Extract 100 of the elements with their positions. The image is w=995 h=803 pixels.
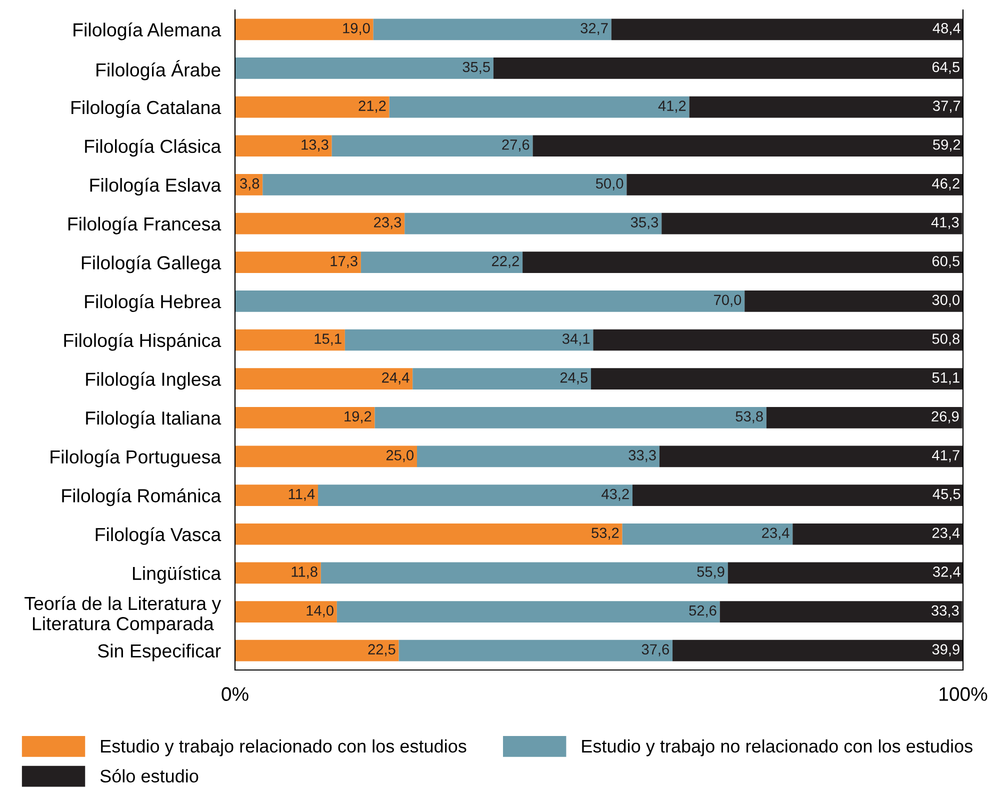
bar: [235, 406, 375, 428]
data-label: 55,9: [697, 566, 724, 579]
bar: [417, 446, 660, 468]
bar: [374, 406, 766, 428]
bar: [373, 18, 612, 40]
data-label: 24,5: [560, 372, 588, 384]
bar: [235, 18, 374, 40]
bar: [235, 484, 318, 506]
bar: [235, 96, 390, 118]
bar: [360, 252, 523, 274]
data-label: 32,4: [932, 566, 960, 579]
bar: [235, 523, 622, 545]
bar: [235, 562, 321, 584]
bar: [389, 96, 690, 118]
data-label: 45,5: [932, 489, 960, 501]
data-label: 22,2: [492, 256, 519, 268]
y-tick-label: Filología Gallega: [82, 255, 222, 274]
data-label: 21,2: [358, 100, 386, 113]
data-label: 41,7: [932, 450, 960, 462]
data-label: 22,5: [368, 644, 396, 656]
bar: [235, 212, 405, 234]
bar: [766, 406, 962, 428]
data-label: 52,6: [689, 605, 716, 618]
bar: [235, 446, 417, 468]
data-label: 23,4: [932, 528, 960, 540]
data-label: 26,9: [932, 411, 959, 424]
data-label: 50,8: [932, 334, 960, 346]
data-label: 46,2: [932, 178, 960, 190]
legend-label: Estudio y trabajo relacionado con los estudios: [101, 739, 466, 756]
bar: [622, 523, 793, 545]
data-label: 53,8: [736, 411, 763, 424]
bar: [792, 523, 963, 545]
legend-label: Estudio y trabajo no relacionado con los estudios: [582, 739, 972, 756]
data-label: 51,1: [932, 372, 960, 384]
bar: [728, 562, 963, 584]
bar: [235, 58, 494, 79]
bar: [398, 640, 673, 662]
data-label: 33,3: [628, 450, 656, 462]
bar: [662, 212, 962, 234]
bar: [336, 601, 720, 622]
bar: [412, 368, 591, 390]
data-label: 15,1: [314, 334, 342, 346]
data-label: 64,5: [932, 62, 960, 74]
data-label: 17,3: [330, 256, 358, 268]
bar: [744, 290, 963, 312]
data-label: 37,6: [642, 644, 669, 656]
data-label: 30,0: [932, 294, 960, 307]
data-label: 13,3: [302, 139, 328, 152]
data-label: 35,3: [630, 217, 658, 230]
data-label: 37,7: [932, 100, 960, 113]
bar: [626, 174, 963, 196]
bar: [404, 212, 662, 234]
y-tick-label: Filología Inglesa: [86, 372, 222, 390]
bar: [235, 290, 745, 312]
bar: [689, 96, 963, 118]
bar: [262, 174, 627, 196]
bar: [672, 640, 963, 662]
y-tick-label: Sin Especificar: [98, 644, 221, 662]
data-label: 60,5: [932, 256, 960, 268]
y-tick-label: Filología Portuguesa: [50, 450, 222, 468]
data-label: 24,4: [382, 372, 410, 384]
data-label: 70,0: [714, 294, 742, 307]
bar: [235, 135, 332, 157]
y-tick-label: Lingüística: [133, 566, 222, 584]
data-label: 19,0: [343, 23, 370, 36]
bar: [344, 329, 594, 351]
y-tick-label: Filología Románica: [62, 488, 222, 506]
bar: [332, 135, 533, 157]
y-tick-label: Filología Clásica: [85, 138, 222, 157]
bar: [522, 252, 963, 274]
legend-label: Sólo estudio: [100, 769, 198, 783]
data-label: 14,0: [306, 605, 334, 618]
data-label: 48,4: [932, 23, 960, 36]
data-label: 11,8: [292, 566, 318, 579]
y-tick-label: Filología Hispánica: [64, 333, 222, 351]
bar: [590, 368, 963, 390]
data-label: 11,4: [288, 489, 315, 501]
bar: [532, 135, 963, 157]
data-label: 25,0: [386, 450, 414, 462]
bar: [493, 58, 963, 79]
bar: [611, 18, 963, 40]
bar: [235, 252, 361, 274]
bar: [593, 329, 963, 351]
bar: [659, 446, 963, 468]
x-tick-label: 100%: [940, 687, 988, 701]
bar: [320, 562, 728, 584]
bar: [235, 601, 337, 622]
bar: [235, 329, 345, 351]
data-label: 34,1: [562, 334, 590, 346]
data-label: 3,8: [240, 178, 260, 190]
y-tick-label: Filología Italiana: [86, 410, 222, 428]
data-label: 41,3: [931, 217, 959, 230]
y-tick-label: Filología Hebrea: [85, 294, 222, 312]
data-label: 27,6: [502, 139, 530, 152]
bar: [318, 484, 632, 506]
y-tick-label: Filología Francesa: [68, 216, 222, 234]
bar: [235, 640, 399, 662]
data-label: 19,2: [344, 411, 372, 424]
bar: [235, 368, 413, 390]
data-label: 32,7: [580, 23, 608, 36]
